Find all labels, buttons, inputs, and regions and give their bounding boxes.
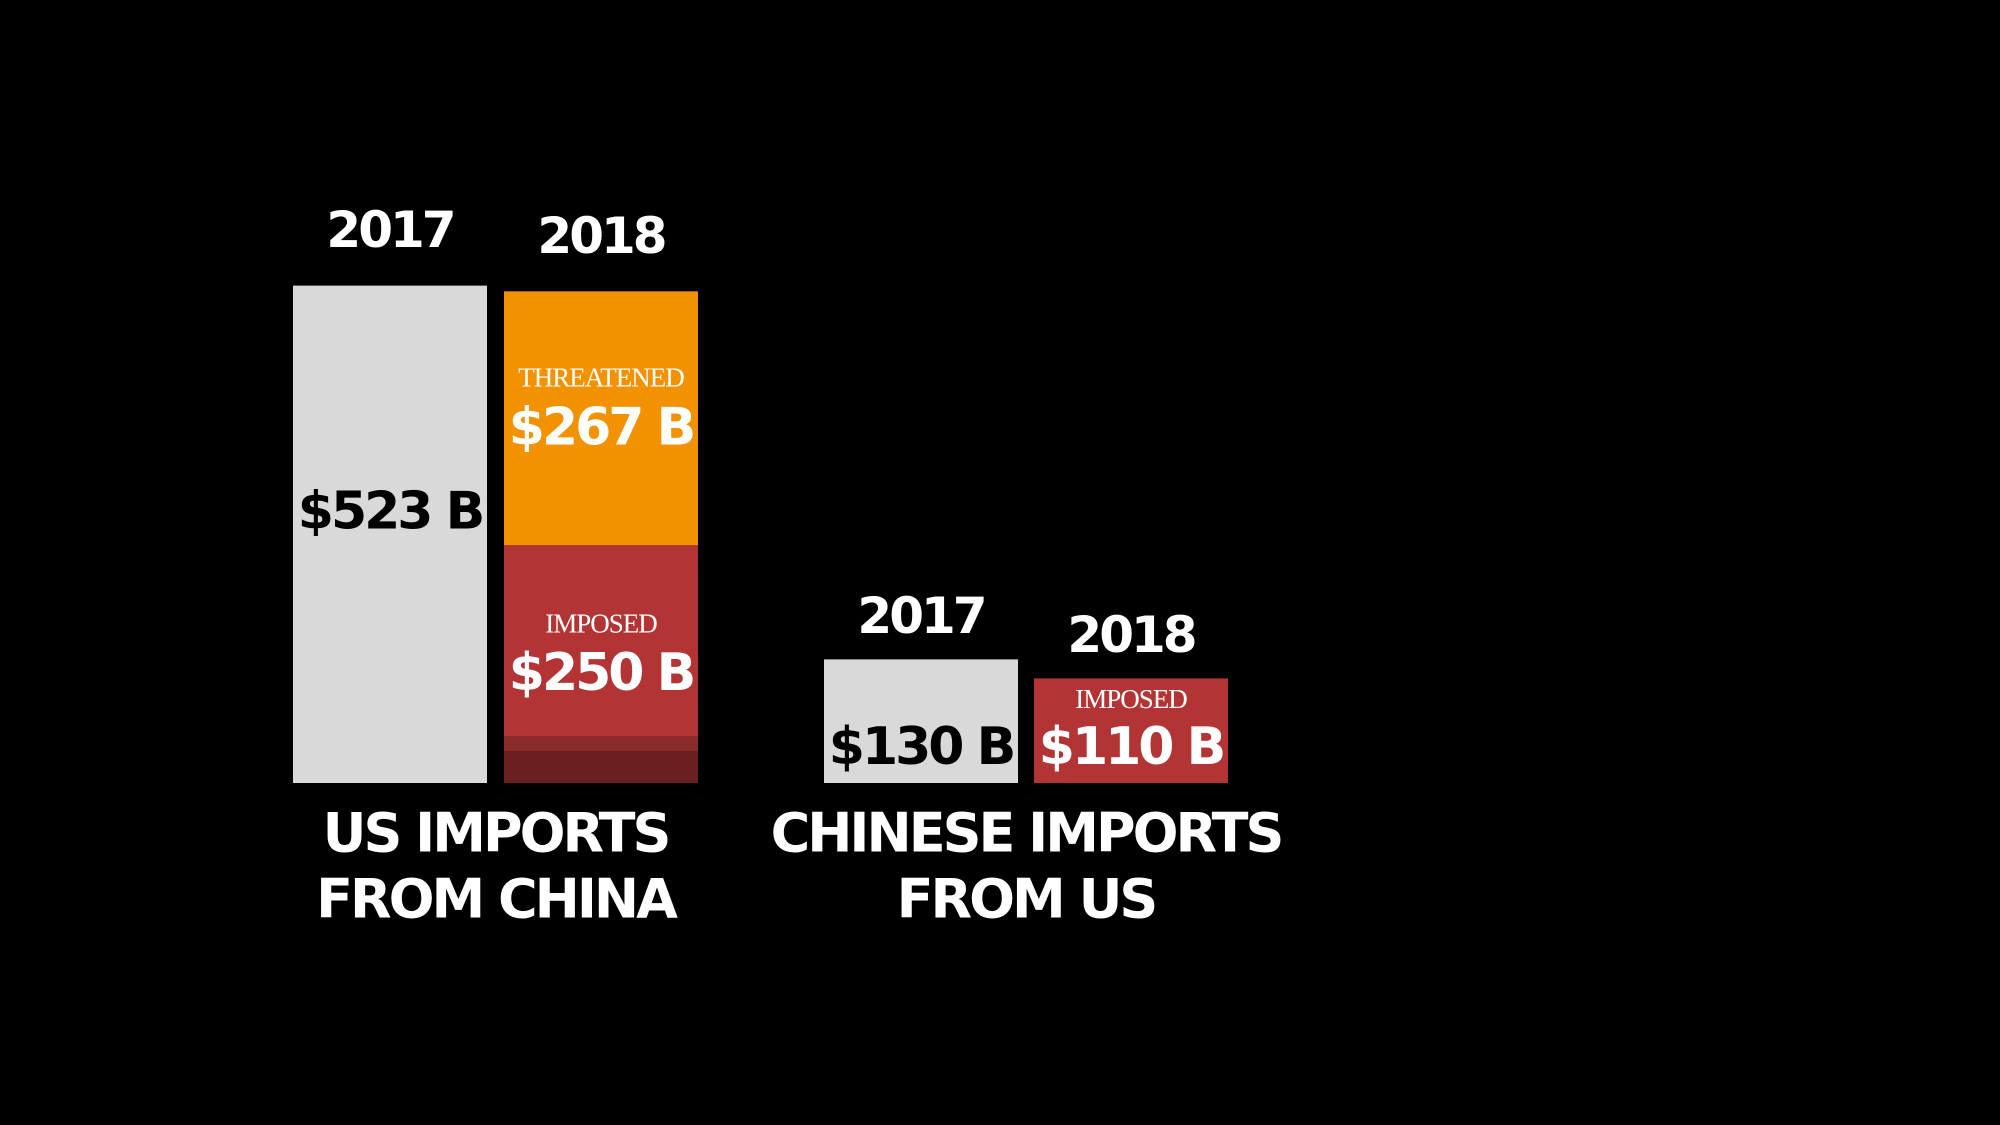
labels: $523 B 2017 $250 B IMPOSED $267 B THREATENED 2… (298, 201, 1285, 931)
overlay (504, 736, 698, 783)
segment-label: IMPOSED (545, 608, 657, 638)
group-label: US IMPORTS (323, 802, 669, 865)
tranche-band (504, 751, 698, 783)
group-label: FROM US (897, 868, 1156, 931)
year-label: 2018 (1067, 606, 1194, 664)
group-label: CHINESE IMPORTS (771, 802, 1282, 865)
bar-segment (293, 285, 487, 783)
value-label: $267 B (509, 397, 693, 457)
bar-segment (1034, 678, 1228, 783)
value-label: $523 B (298, 481, 482, 541)
year-label: 2017 (326, 201, 453, 259)
segment-label: THREATENED (518, 362, 684, 392)
bars (293, 285, 1228, 783)
bar-segment (824, 659, 1018, 783)
group-label: FROM CHINA (316, 868, 678, 931)
value-label: $250 B (509, 643, 693, 703)
segment-label: IMPOSED (1075, 684, 1187, 714)
year-label: 2018 (537, 207, 664, 265)
tranche-band (504, 736, 698, 751)
year-label: 2017 (857, 587, 984, 645)
bar-segment (504, 291, 698, 546)
value-label: $130 B (829, 717, 1013, 777)
value-label: $110 B (1039, 717, 1223, 777)
